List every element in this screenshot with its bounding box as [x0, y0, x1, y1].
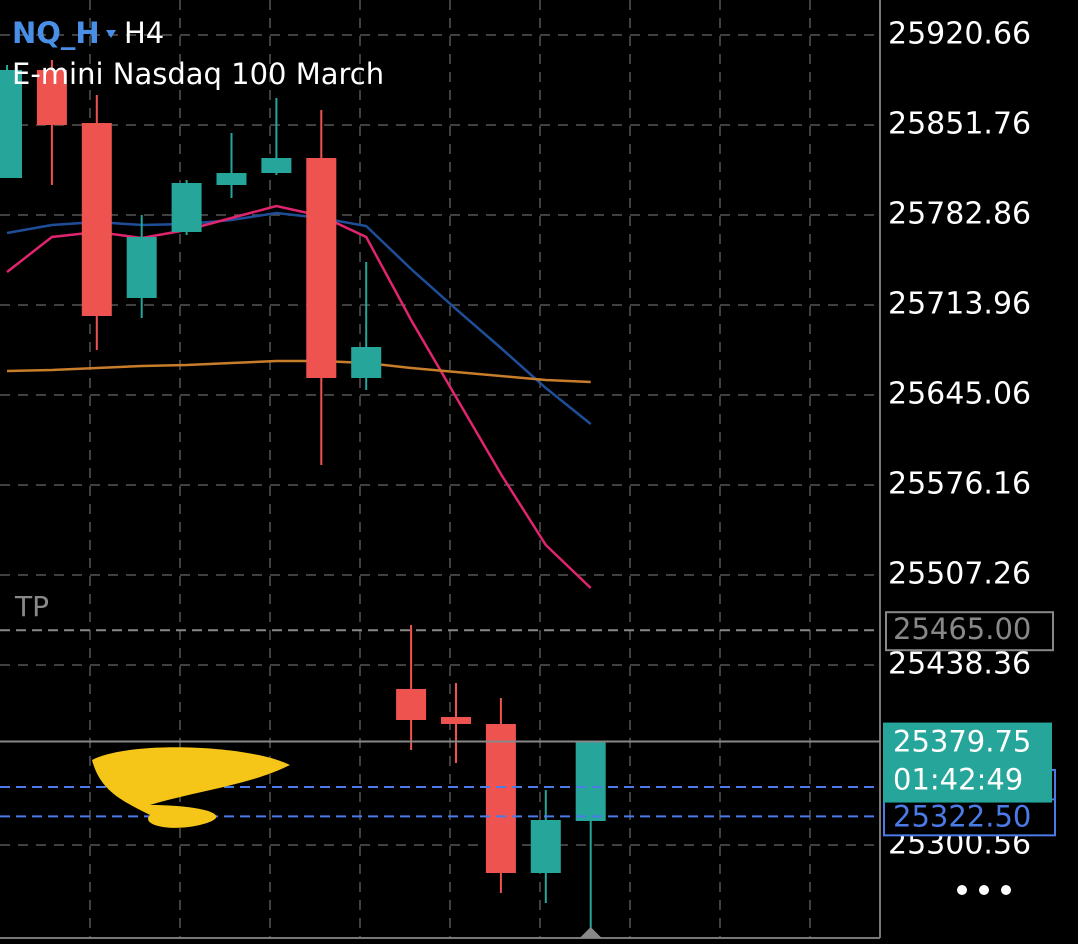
tp-price-label: 25465.00: [893, 612, 1031, 646]
current-bar-marker: [579, 927, 602, 938]
moving-average-line: [6, 359, 591, 384]
candle-body: [36, 69, 67, 125]
y-tick-label: 25851.76: [888, 106, 1031, 141]
candle-body: [530, 819, 561, 873]
last-price-label: 25379.75: [893, 725, 1031, 759]
y-tick-label: 25713.96: [888, 286, 1031, 321]
dropdown-icon[interactable]: [106, 30, 116, 38]
candle-body: [0, 69, 22, 178]
candle-body: [396, 688, 427, 720]
symbol[interactable]: NQ_H: [12, 16, 100, 50]
y-tick-label: 25645.06: [888, 376, 1031, 411]
candle-body: [81, 122, 112, 316]
y-tick-label: 25507.26: [888, 556, 1031, 591]
plot: 25920.66 25851.76 25782.86 25713.96 25645.06…: [0, 16, 1056, 938]
chart-title: E-mini Nasdaq 100 March: [12, 57, 384, 91]
tp-price-box: [885, 611, 1054, 652]
candle-body: [351, 346, 382, 378]
candle-body: [306, 157, 337, 378]
candle-body: [216, 172, 247, 185]
candle-body: [126, 236, 157, 298]
y-tick-label: 25782.86: [888, 196, 1031, 231]
redaction: [92, 747, 290, 828]
more-menu[interactable]: [957, 885, 1011, 895]
candle-body: [441, 716, 471, 724]
timeframe[interactable]: H4: [124, 16, 164, 50]
last-price-box: [883, 722, 1052, 803]
order-price-label: 25322.50: [893, 799, 1031, 833]
order-price-box: [883, 798, 1056, 837]
candle-body: [575, 741, 606, 821]
countdown: 01:42:49: [893, 763, 1023, 797]
y-tick-label: 25438.36: [888, 646, 1031, 681]
candle-body: [485, 723, 516, 873]
y-tick-label: 25920.66: [888, 16, 1031, 51]
tp-label: TP: [14, 590, 49, 623]
y-tick-label: 25576.16: [888, 466, 1031, 501]
candle-body: [171, 182, 202, 232]
candle-body: [261, 157, 292, 173]
